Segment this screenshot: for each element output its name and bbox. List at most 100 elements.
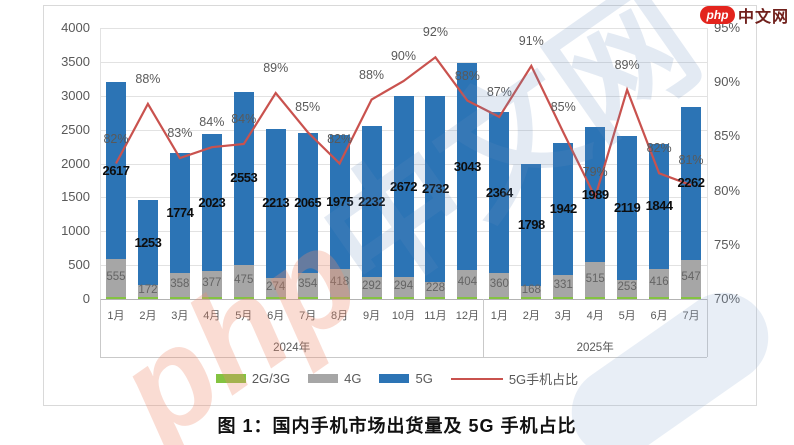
x-axis-line [100,299,707,300]
band-separator [707,299,708,357]
bar-label-4g: 292 [361,280,382,293]
legend-swatch-icon [450,377,503,380]
bar-label-4g: 360 [489,277,509,290]
month-label: 3月 [171,310,189,322]
bar-segment-2g3g [681,297,702,299]
bar-segment-2g3g [105,297,126,299]
bar-label-4g: 274 [266,280,286,293]
bar-label-5g: 1844 [645,198,673,214]
bar-segment-2g3g [233,297,254,299]
bar-segment-2g3g [137,297,158,299]
left-axis-tick: 3500 [61,53,90,69]
left-axis-tick: 1500 [61,189,90,205]
gridline [100,28,707,29]
bar-label-4g: 358 [170,277,190,290]
bar-segment-4g [169,272,190,297]
line-point-label: 84% [231,111,257,126]
bar-label-5g: 1774 [166,204,194,220]
right-axis-tick: 75% [714,236,741,252]
left-axis-tick: 2500 [61,121,90,137]
month-label: 8月 [331,310,349,322]
bar-segment-2g3g [521,297,542,299]
legend-label: 2G/3G [251,371,291,386]
line-point-label: 84% [199,115,225,130]
bar-segment-5g [521,163,542,286]
bar-label-5g: 2364 [485,184,513,200]
site-logo[interactable]: php 中文网 [699,3,789,27]
legend-swatch-icon [308,374,339,383]
plot-right-border [707,28,708,299]
bar-segment-4g [681,259,702,297]
bar-label-4g: 404 [457,276,477,289]
band-separator [100,299,101,357]
bar-segment-2g3g [585,297,606,299]
bar-segment-4g [457,269,478,297]
bar-label-4g: 228 [425,282,446,295]
bar-segment-4g [649,268,670,297]
bar-segment-2g3g [457,297,478,299]
bar-segment-5g [457,63,478,270]
month-label: 3月 [554,310,572,322]
line-point-label: 91% [518,33,544,48]
bar-segment-5g [681,106,702,260]
band-separator [483,299,485,357]
bar-label-5g: 2262 [677,175,705,191]
month-label: 2月 [522,310,540,322]
legend-swatch-icon [379,374,410,383]
bar-label-5g: 2023 [198,194,226,210]
bar-label-4g: 377 [202,277,222,290]
bar-label-4g: 418 [330,275,350,288]
site-name: 中文网 [737,9,789,26]
legend-item-5G手机占比: 5G手机占比 [450,369,578,388]
year-label: 2025年 [576,342,614,354]
bar-segment-4g [393,277,414,297]
line-point-label: 85% [295,100,321,115]
bar-segment-4g [329,268,350,297]
line-point-label: 81% [678,153,704,168]
month-label: 6月 [267,310,285,322]
legend-swatch-icon [215,374,246,383]
left-axis-tick: 3000 [61,87,90,103]
month-label: 7月 [682,310,700,322]
line-point-label: 89% [614,57,640,72]
line-point-label: 82% [327,131,353,146]
bar-segment-2g3g [489,297,510,299]
bar-segment-4g [201,271,222,297]
bar-segment-5g [617,136,638,280]
line-point-label: 87% [486,84,512,99]
bar-segment-2g3g [361,297,382,299]
bar-segment-4g [585,262,606,297]
bar-label-4g: 475 [234,273,254,286]
right-axis-tick: 90% [714,74,741,90]
bar-segment-5g [361,125,382,278]
bar-segment-4g [425,281,446,297]
bar-label-4g: 416 [649,275,669,288]
bar-label-4g: 331 [553,278,573,291]
line-point-label: 82% [103,131,129,146]
line-point-label: 79% [582,165,608,180]
bar-segment-2g3g [297,297,318,299]
gridline [100,61,707,63]
bar-segment-2g3g [201,297,222,299]
bar-segment-2g3g [649,297,670,299]
bar-segment-4g [105,259,126,297]
bar-label-4g: 253 [617,281,637,294]
bar-segment-5g [105,82,126,260]
bar-segment-2g3g [553,297,574,299]
bar-label-4g: 294 [393,280,414,293]
legend-label: 5G [415,371,433,386]
line-point-label: 83% [167,126,193,141]
bar-label-5g: 1975 [326,193,354,209]
bar-segment-2g3g [265,297,286,299]
month-label: 6月 [650,310,668,322]
legend-item-2G/3G: 2G/3G [215,371,291,386]
figure-caption: 图 1：国内手机市场出货量及 5G 手机占比 [217,416,577,436]
legend-label: 4G [344,371,362,386]
bar-label-4g: 172 [138,284,158,297]
month-label: 1月 [107,310,125,322]
bar-label-5g: 2213 [262,195,290,211]
line-point-label: 92% [422,25,448,40]
month-label: 4月 [586,310,604,322]
bar-label-5g: 2119 [614,200,641,216]
